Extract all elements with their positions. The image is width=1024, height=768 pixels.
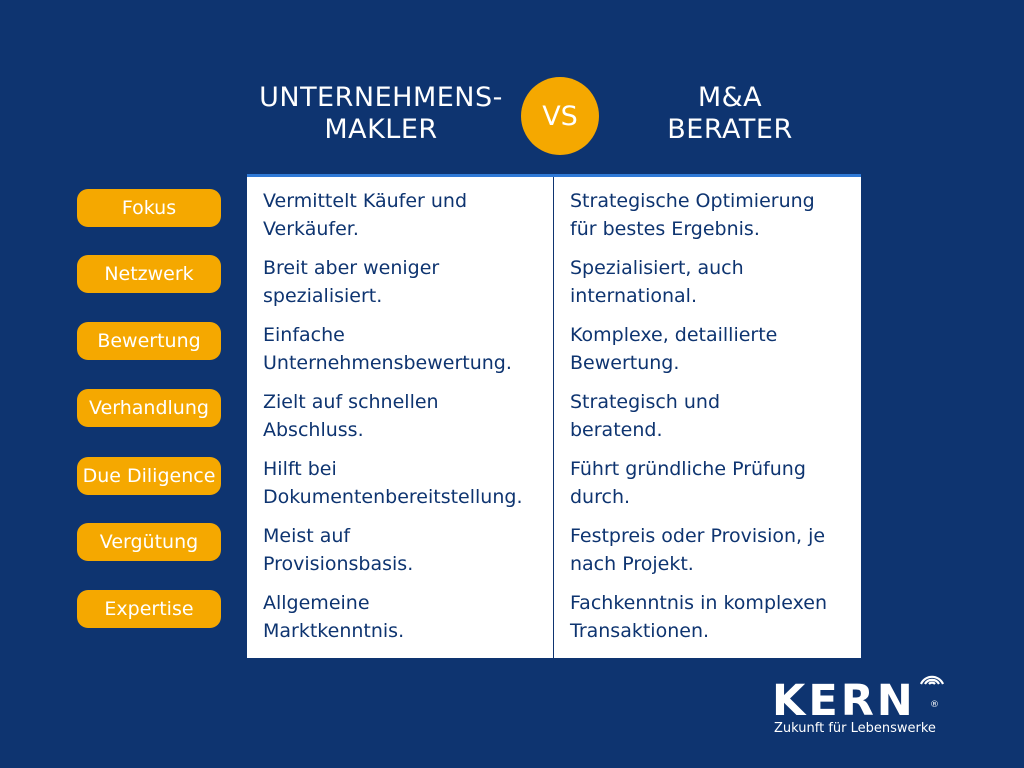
broker-cell-line: Dokumentenbereitstellung. bbox=[263, 486, 523, 508]
logo-tagline: Zukunft für Lebenswerke bbox=[774, 721, 936, 736]
advisor-cell-line: Bewertung. bbox=[570, 352, 680, 374]
registered-mark: ® bbox=[930, 700, 939, 710]
broker-cell: Allgemeine Marktkenntnis. bbox=[263, 589, 404, 645]
broker-heading: UNTERNEHMENS- MAKLER bbox=[248, 82, 514, 146]
advisor-cell-line: Festpreis oder Provision, je bbox=[570, 525, 826, 547]
broker-cell-line: Breit aber weniger bbox=[263, 257, 440, 279]
advisor-cell-line: Führt gründliche Prüfung bbox=[570, 458, 806, 480]
criterion-label-fokus: Fokus bbox=[77, 189, 221, 227]
advisor-heading-line1: M&A bbox=[697, 82, 763, 113]
broker-cell-line: Provisionsbasis. bbox=[263, 553, 414, 575]
advisor-cell-line: Strategische Optimierung bbox=[570, 190, 815, 212]
criterion-label-verguetung: Vergütung bbox=[77, 523, 221, 561]
advisor-cell-line: durch. bbox=[570, 486, 631, 508]
advisor-cell: Fachkenntnis in komplexen Transaktionen. bbox=[570, 589, 827, 645]
advisor-cell-line: beratend. bbox=[570, 419, 663, 441]
broker-cell-line: Unternehmensbewertung. bbox=[263, 352, 512, 374]
advisor-cell: Komplexe, detaillierte Bewertung. bbox=[570, 321, 777, 377]
criterion-label-verhandlung: Verhandlung bbox=[77, 389, 221, 427]
broker-cell-line: Zielt auf schnellen bbox=[263, 391, 439, 413]
broker-cell-line: Meist auf bbox=[263, 525, 351, 547]
signal-arcs-icon bbox=[919, 675, 945, 685]
vs-badge: VS bbox=[521, 77, 599, 155]
advisor-cell: Führt gründliche Prüfung durch. bbox=[570, 455, 806, 511]
broker-heading-line1: UNTERNEHMENS- bbox=[259, 82, 503, 113]
advisor-cell-line: für bestes Ergebnis. bbox=[570, 218, 760, 240]
criterion-label-bewertung: Bewertung bbox=[77, 322, 221, 360]
logo-wordmark: KERN bbox=[772, 676, 916, 726]
advisor-cell: Strategisch und beratend. bbox=[570, 388, 720, 444]
broker-heading-line2: MAKLER bbox=[324, 114, 438, 145]
advisor-cell-line: Transaktionen. bbox=[570, 620, 710, 642]
broker-cell: Vermittelt Käufer und Verkäufer. bbox=[263, 187, 467, 243]
comparison-table bbox=[247, 174, 861, 658]
criterion-label-expertise: Expertise bbox=[77, 590, 221, 628]
broker-cell-line: Abschluss. bbox=[263, 419, 364, 441]
broker-cell: Breit aber weniger spezialisiert. bbox=[263, 254, 439, 310]
advisor-heading: M&A BERATER bbox=[610, 82, 850, 146]
broker-cell-line: Hilft bei bbox=[263, 458, 337, 480]
broker-cell-line: Vermittelt Käufer und bbox=[263, 190, 468, 212]
broker-cell-line: Allgemeine bbox=[263, 592, 370, 614]
broker-cell: Zielt auf schnellen Abschluss. bbox=[263, 388, 439, 444]
broker-cell: Meist auf Provisionsbasis. bbox=[263, 522, 413, 578]
broker-cell-line: Marktkenntnis. bbox=[263, 620, 405, 642]
criterion-label-netzwerk: Netzwerk bbox=[77, 255, 221, 293]
advisor-cell-line: Komplexe, detaillierte bbox=[570, 324, 778, 346]
advisor-cell-line: international. bbox=[570, 285, 697, 307]
advisor-cell-line: nach Projekt. bbox=[570, 553, 694, 575]
criterion-label-due-diligence: Due Diligence bbox=[77, 457, 221, 495]
column-divider bbox=[553, 177, 554, 658]
broker-cell-line: Einfache bbox=[263, 324, 345, 346]
broker-cell-line: Verkäufer. bbox=[263, 218, 359, 240]
advisor-cell: Festpreis oder Provision, je nach Projek… bbox=[570, 522, 825, 578]
advisor-cell-line: Strategisch und bbox=[570, 391, 721, 413]
broker-cell-line: spezialisiert. bbox=[263, 285, 383, 307]
broker-cell: Hilft bei Dokumentenbereitstellung. bbox=[263, 455, 522, 511]
kern-logo: KERN ® Zukunft für Lebenswerke bbox=[772, 664, 952, 744]
advisor-cell-line: Fachkenntnis in komplexen bbox=[570, 592, 828, 614]
advisor-cell-line: Spezialisiert, auch bbox=[570, 257, 744, 279]
advisor-cell: Spezialisiert, auch international. bbox=[570, 254, 744, 310]
advisor-cell: Strategische Optimierung für bestes Erge… bbox=[570, 187, 815, 243]
advisor-heading-line2: BERATER bbox=[667, 114, 793, 145]
broker-cell: Einfache Unternehmensbewertung. bbox=[263, 321, 512, 377]
